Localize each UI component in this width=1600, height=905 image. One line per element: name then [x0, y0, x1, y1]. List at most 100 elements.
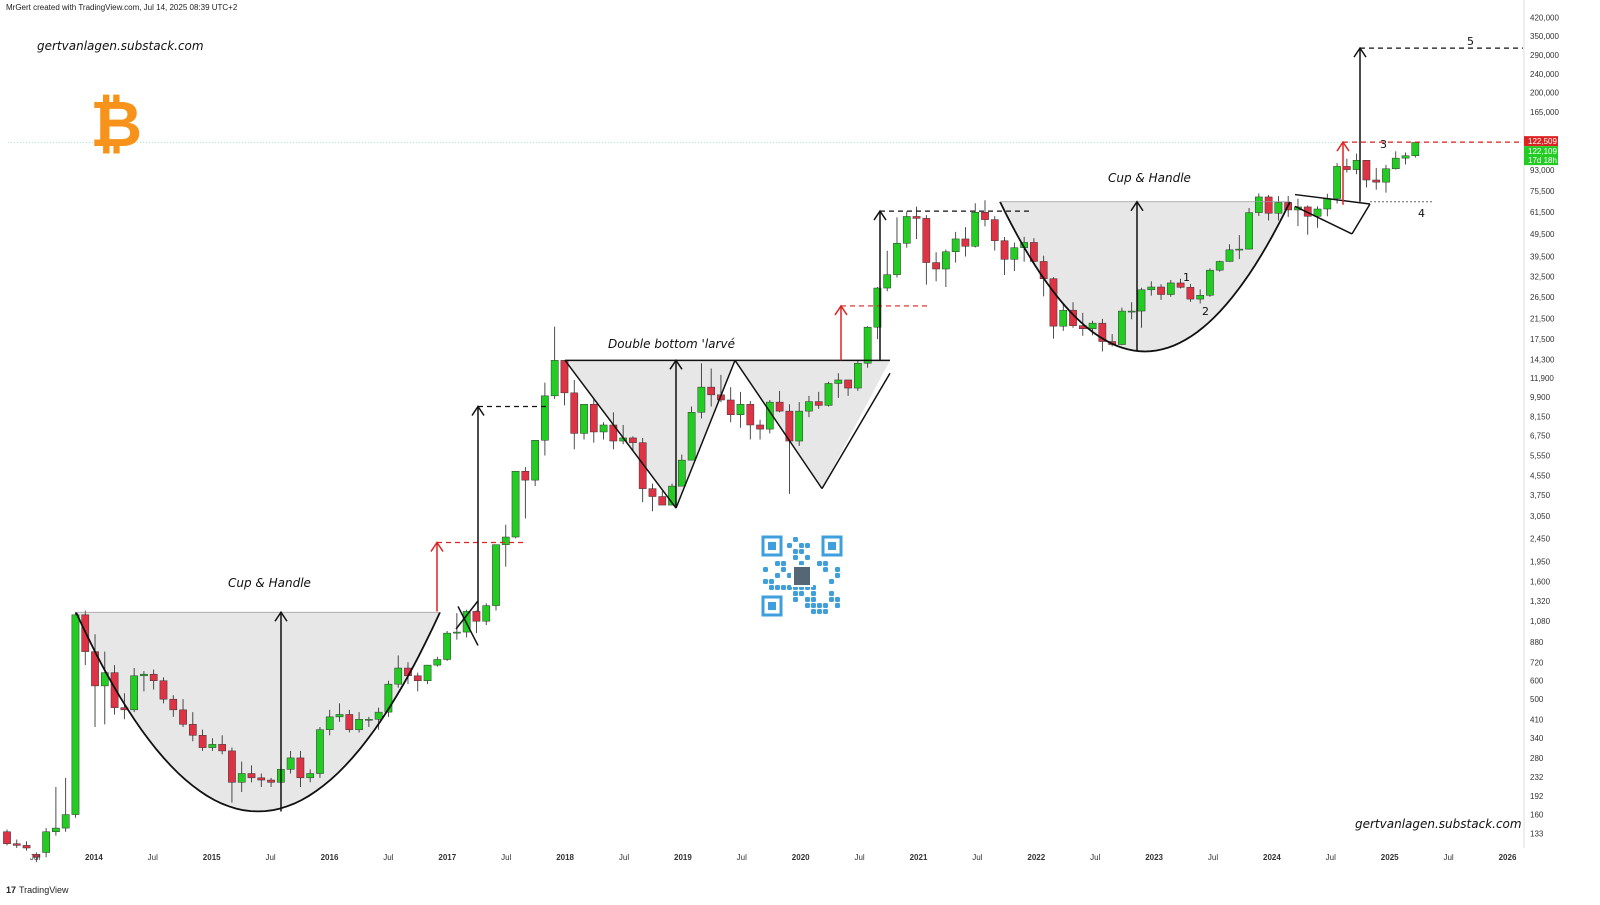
y-tick-label: 11,900: [1530, 374, 1554, 383]
tradingview-brand[interactable]: 17 TradingView: [6, 885, 69, 895]
qr-cell: [787, 543, 792, 548]
x-tick-label: Jul: [383, 853, 393, 862]
candle-body: [912, 216, 921, 219]
qr-cell: [817, 609, 822, 614]
qr-cell: [829, 591, 834, 596]
qr-cell: [775, 585, 780, 590]
candle-body: [1411, 142, 1420, 156]
candle-body: [1176, 282, 1185, 288]
qr-cell: [823, 567, 828, 572]
candle-body: [179, 709, 187, 725]
qr-cell: [817, 561, 822, 566]
candle-body: [61, 814, 70, 829]
y-tick-label: 165,000: [1530, 108, 1559, 117]
candle-body: [902, 216, 911, 244]
candle-body: [208, 744, 217, 748]
y-tick-label: 280: [1530, 754, 1544, 763]
candle-body: [1343, 166, 1351, 170]
y-tick-label: 6,750: [1530, 432, 1551, 441]
candle-body: [893, 243, 901, 275]
pattern-label-double-bottom: Double bottom 'larvé: [608, 337, 735, 351]
candle-body: [726, 399, 735, 415]
wave-label-4: 4: [1418, 207, 1425, 220]
qr-cell: [769, 579, 774, 584]
qr-cell: [823, 603, 828, 608]
candle-body: [32, 854, 41, 858]
candle-body: [325, 716, 334, 730]
candle-body: [883, 274, 892, 289]
candle-body: [335, 714, 344, 718]
candle-body: [511, 470, 520, 538]
y-tick-label: 39,500: [1530, 253, 1555, 262]
x-tick-label: Jul: [501, 853, 511, 862]
candle-body: [844, 379, 852, 389]
candle-body: [775, 401, 784, 412]
qr-cell: [781, 567, 786, 572]
qr-cell: [823, 609, 828, 614]
y-tick-label: 350,000: [1530, 32, 1559, 41]
candle-body: [501, 536, 510, 545]
svg-text:₿: ₿: [90, 88, 142, 162]
qr-cell: [769, 585, 774, 590]
bitcoin-logo-icon: ₿: [90, 88, 142, 162]
candle-body: [345, 714, 354, 730]
qr-cell: [805, 597, 810, 602]
y-tick-label: 420,000: [1530, 13, 1559, 22]
y-tick-label: 3,050: [1530, 512, 1551, 521]
y-tick-label: 1,600: [1530, 577, 1551, 586]
y-tick-label: 1,950: [1530, 557, 1551, 566]
candle-body: [1235, 248, 1244, 251]
qr-finder: [761, 535, 783, 557]
candle-body: [1313, 208, 1322, 217]
x-tick-label: 2023: [1145, 853, 1163, 862]
qr-cell: [805, 555, 810, 560]
candle-body: [854, 362, 862, 389]
candle-body: [286, 757, 295, 770]
candle-body: [1401, 155, 1410, 159]
candle-body: [1157, 286, 1165, 295]
x-tick-label: Jul: [737, 853, 747, 862]
candle-body: [746, 404, 755, 426]
qr-cell: [811, 609, 816, 614]
candle-body: [570, 392, 579, 434]
qr-cell: [793, 549, 798, 554]
qr-finder: [761, 595, 783, 617]
y-tick-label: 93,000: [1530, 166, 1555, 175]
wave-label-3: 3: [1380, 138, 1387, 151]
qr-cell: [799, 549, 804, 554]
countdown-label: 17d 18h: [1528, 156, 1557, 165]
candle-body: [1274, 202, 1283, 214]
candle-body: [394, 667, 403, 685]
candle-body: [1362, 160, 1371, 181]
qr-cell: [811, 597, 816, 602]
target-price-tag: [1524, 136, 1558, 147]
qr-finder-dot: [768, 602, 776, 610]
candle-body: [873, 287, 882, 328]
qr-cell: [787, 573, 792, 578]
candle-body: [981, 211, 989, 220]
candle-body: [971, 211, 980, 247]
x-tick-label: Jul: [972, 853, 982, 862]
candle-body: [951, 238, 960, 252]
qr-cell: [799, 561, 804, 566]
candle-body: [1147, 286, 1156, 291]
candle-body: [413, 675, 422, 681]
watermark-top: gertvanlagen.substack.com: [37, 39, 204, 53]
candle-body: [863, 326, 872, 364]
candle-body: [1030, 242, 1038, 262]
candle-body: [932, 262, 940, 270]
candle-body: [1049, 278, 1058, 327]
x-tick-label: Jul: [265, 853, 275, 862]
x-tick-label: Jul: [619, 853, 629, 862]
candle-body: [765, 401, 774, 430]
x-tick-label: 2020: [792, 853, 810, 862]
y-tick-label: 290,000: [1530, 51, 1559, 60]
x-tick-label: 2017: [438, 853, 456, 862]
candle-body: [100, 672, 109, 687]
x-tick-label: 2015: [203, 853, 221, 862]
x-tick-label: 2016: [321, 853, 339, 862]
candle-body: [697, 386, 706, 413]
handle-2-line-tip: [1351, 203, 1371, 235]
drawings: [75, 46, 1523, 813]
